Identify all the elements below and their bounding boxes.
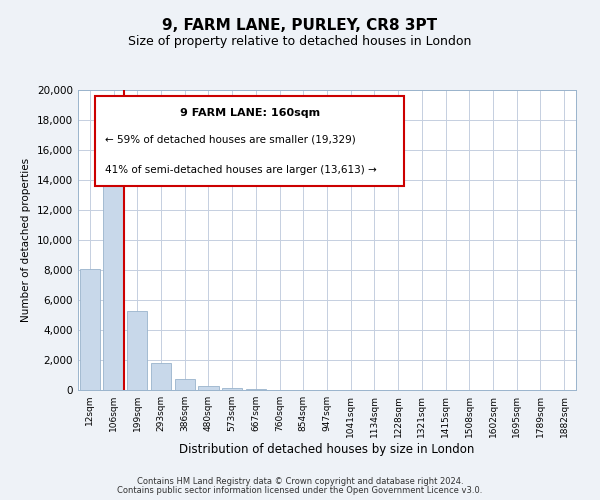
Text: ← 59% of detached houses are smaller (19,329): ← 59% of detached houses are smaller (19…	[106, 135, 356, 145]
Bar	[103, 142, 124, 390]
Bar	[222, 388, 242, 390]
Bar	[199, 386, 218, 390]
Text: 41% of semi-detached houses are larger (13,613) →: 41% of semi-detached houses are larger (…	[106, 165, 377, 175]
Text: 9, FARM LANE, PURLEY, CR8 3PT: 9, FARM LANE, PURLEY, CR8 3PT	[163, 18, 437, 32]
FancyBboxPatch shape	[95, 96, 404, 186]
Bar	[175, 379, 195, 390]
Text: Contains public sector information licensed under the Open Government Licence v3: Contains public sector information licen…	[118, 486, 482, 495]
Text: Size of property relative to detached houses in London: Size of property relative to detached ho…	[128, 35, 472, 48]
Text: 9 FARM LANE: 160sqm: 9 FARM LANE: 160sqm	[180, 108, 320, 118]
Bar	[80, 268, 100, 390]
Bar	[151, 363, 171, 390]
Text: Contains HM Land Registry data © Crown copyright and database right 2024.: Contains HM Land Registry data © Crown c…	[137, 477, 463, 486]
Y-axis label: Number of detached properties: Number of detached properties	[22, 158, 31, 322]
Bar	[127, 310, 148, 390]
X-axis label: Distribution of detached houses by size in London: Distribution of detached houses by size …	[179, 442, 475, 456]
Bar	[246, 388, 266, 390]
